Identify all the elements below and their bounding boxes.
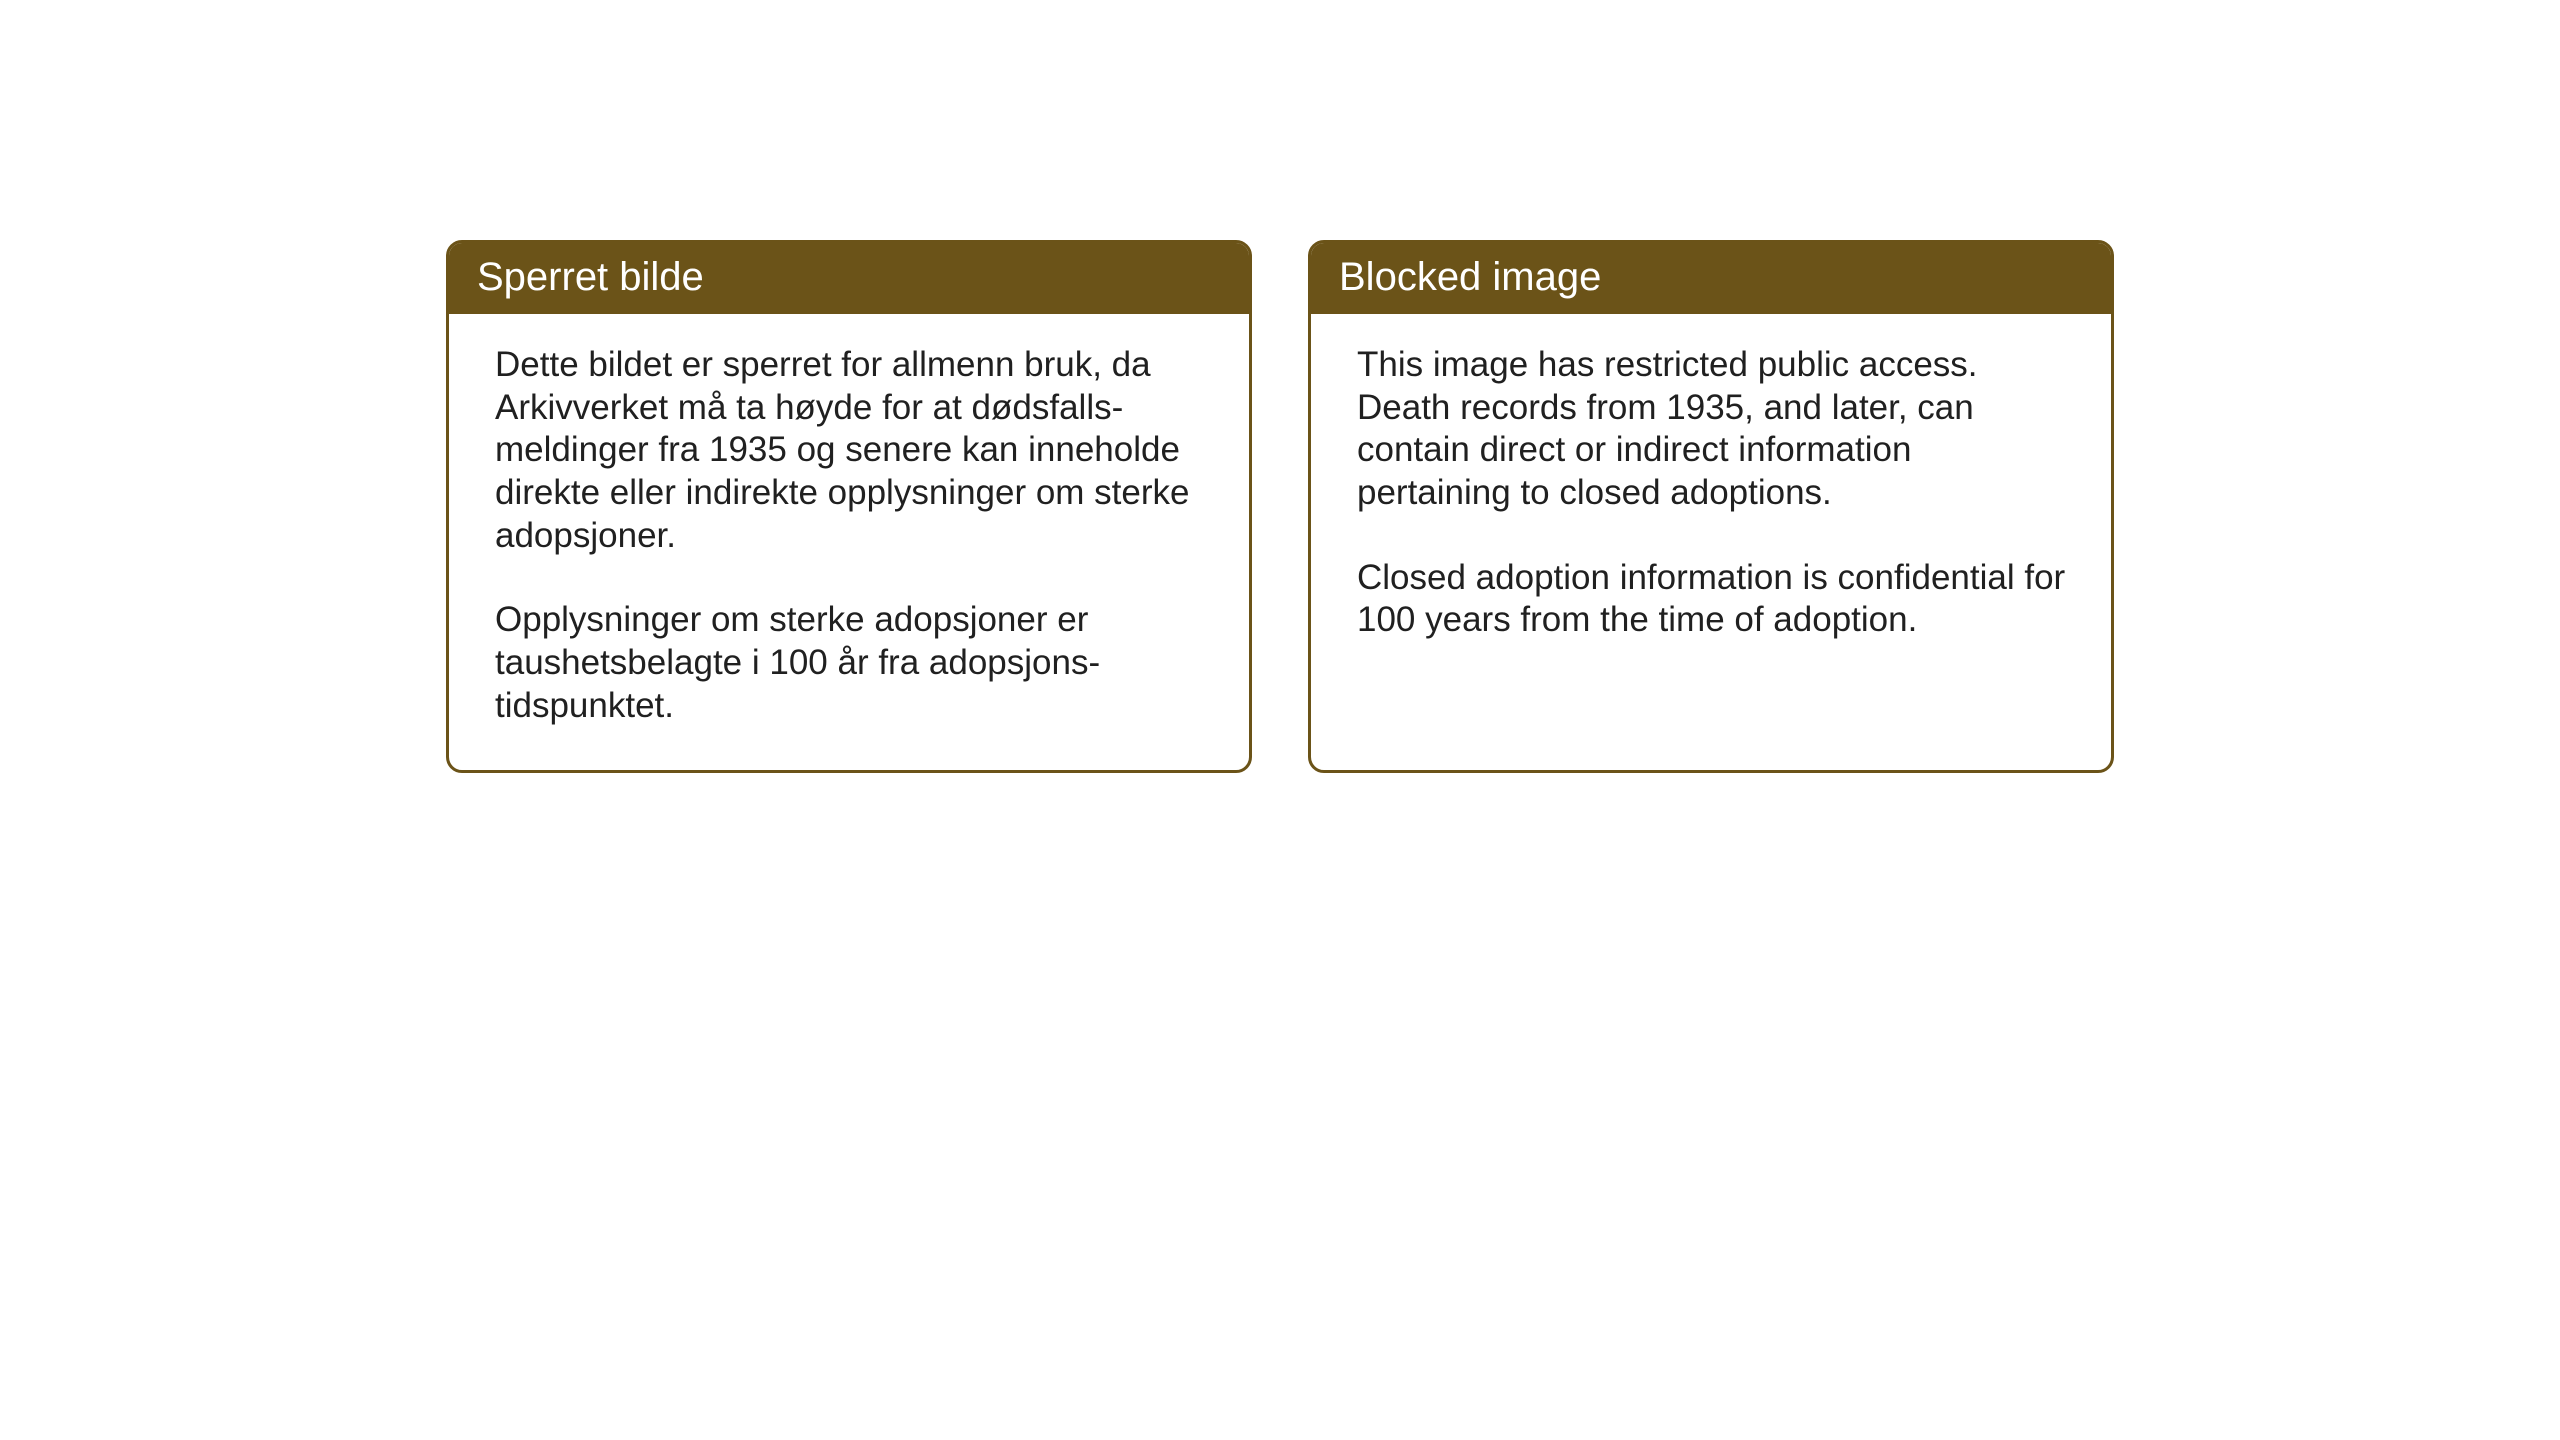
notice-header-norwegian: Sperret bilde: [449, 243, 1249, 314]
notice-paragraph-1-english: This image has restricted public access.…: [1357, 344, 2069, 515]
notice-card-norwegian: Sperret bilde Dette bildet er sperret fo…: [446, 240, 1252, 773]
notice-paragraph-2-english: Closed adoption information is confident…: [1357, 557, 2069, 642]
notice-paragraph-2-norwegian: Opplysninger om sterke adopsjoner er tau…: [495, 599, 1207, 727]
notice-body-english: This image has restricted public access.…: [1311, 314, 2111, 684]
notice-header-english: Blocked image: [1311, 243, 2111, 314]
notice-paragraph-1-norwegian: Dette bildet er sperret for allmenn bruk…: [495, 344, 1207, 557]
notice-card-english: Blocked image This image has restricted …: [1308, 240, 2114, 773]
notice-container: Sperret bilde Dette bildet er sperret fo…: [0, 0, 2560, 773]
notice-body-norwegian: Dette bildet er sperret for allmenn bruk…: [449, 314, 1249, 770]
